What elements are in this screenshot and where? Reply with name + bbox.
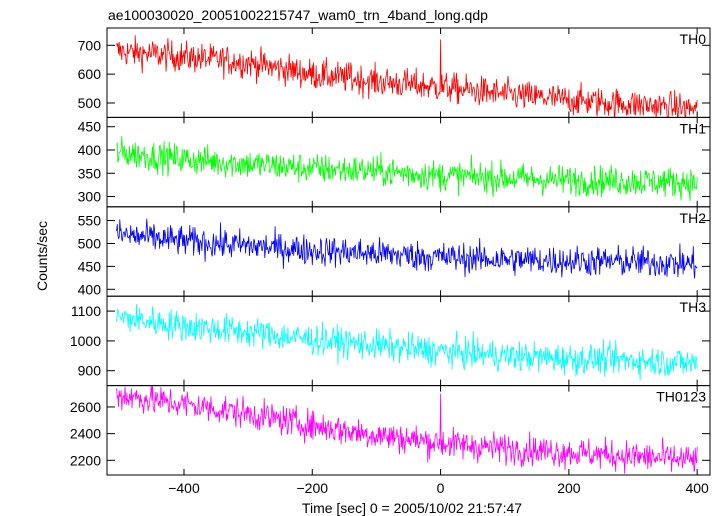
series-label-th3: TH3 <box>680 299 707 315</box>
x-axis-label: Time [sec] 0 = 2005/10/02 21:57:47 <box>302 500 522 516</box>
series-label-th0: TH0 <box>680 31 707 47</box>
panels-group: 500 600 700 TH0 300 350 400 450 TH1 400 450 500 550 T… <box>70 27 711 476</box>
x-tick-label: −400 <box>168 480 200 496</box>
panel-frame <box>106 385 711 476</box>
x-tick-label: 400 <box>685 480 709 496</box>
y-tick-label: 2600 <box>70 399 101 415</box>
y-tick-label: 600 <box>78 66 102 82</box>
y-tick-label: 1000 <box>70 333 101 349</box>
x-axis: −400 −200 0 200 400 <box>168 480 709 496</box>
x-tick-label: −200 <box>297 480 329 496</box>
y-tick-label: 400 <box>78 142 102 158</box>
series-label-th0123: TH0123 <box>656 389 706 405</box>
series-line-th2 <box>116 218 698 279</box>
y-axis-label: Counts/sec <box>34 221 50 291</box>
x-tick-label: 0 <box>437 480 445 496</box>
series-label-th1: TH1 <box>680 120 707 136</box>
y-tick-label: 2200 <box>70 452 101 468</box>
y-tick-label: 300 <box>78 189 102 205</box>
panel-frame <box>106 206 711 297</box>
y-tick-label: 2400 <box>70 426 101 442</box>
y-tick-label: 900 <box>78 363 102 379</box>
series-line-th3 <box>116 304 698 381</box>
panel-th3: 900 1000 1100 TH3 <box>70 295 711 387</box>
chart-title: ae100030020_20051002215747_wam0_trn_4ban… <box>108 7 488 23</box>
series-line-th1 <box>116 135 698 202</box>
x-tick-label: 200 <box>557 480 581 496</box>
y-tick-label: 450 <box>78 119 102 135</box>
panel-th0: 500 600 700 TH0 <box>78 27 711 118</box>
y-tick-label: 350 <box>78 165 102 181</box>
y-tick-label: 500 <box>78 235 102 251</box>
series-label-th2: TH2 <box>680 210 707 226</box>
y-tick-label: 550 <box>78 213 102 229</box>
panel-th0123: 2200 2400 2600 TH0123 <box>70 385 711 476</box>
y-tick-label: 500 <box>78 95 102 111</box>
y-tick-label: 400 <box>78 281 102 297</box>
series-line-th0123 <box>116 385 698 474</box>
panel-th2: 400 450 500 550 TH2 <box>78 206 711 297</box>
panel-frame <box>106 116 711 208</box>
y-tick-label: 700 <box>78 37 102 53</box>
y-tick-label: 1100 <box>71 303 101 319</box>
panel-th1: 300 350 400 450 TH1 <box>78 116 711 208</box>
y-tick-label: 450 <box>78 258 102 274</box>
series-line-th0 <box>116 35 698 118</box>
